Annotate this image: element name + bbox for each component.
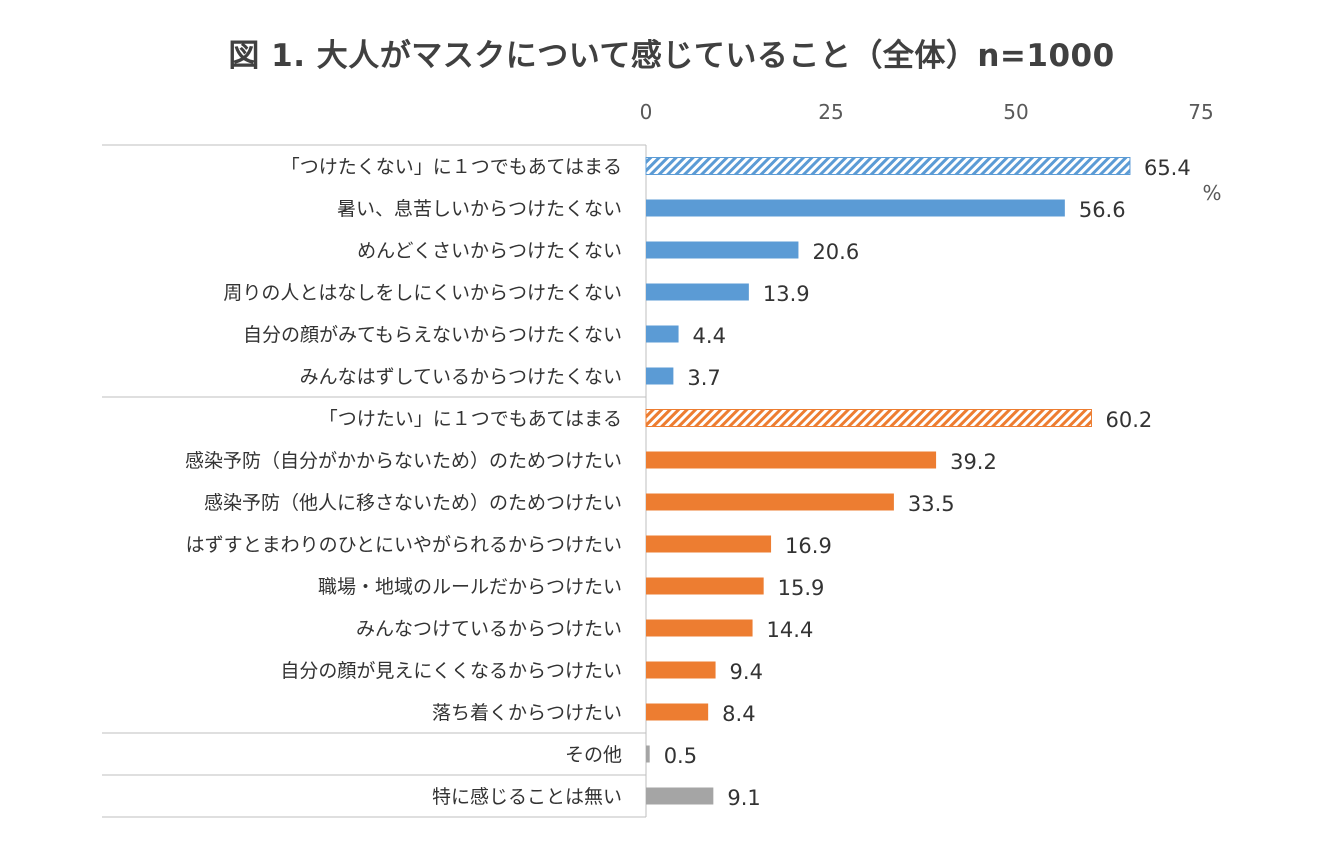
bar: [646, 493, 894, 511]
bar: [646, 787, 714, 805]
category-label: 特に感じることは無い: [432, 786, 622, 808]
data-labels: 65.4 56.6 20.613.9 4.4 3.7 60.2 39.2 33.5 16.9 15…: [664, 156, 1191, 810]
data-label: 65.4: [1144, 156, 1191, 180]
category-label: はずすとまわりのひとにいやがられるからつけたい: [186, 534, 622, 556]
data-label: 15.9: [778, 576, 825, 600]
x-tick-label: 0: [640, 100, 653, 124]
axis-layer: 0 25 50 75%: [102, 100, 1222, 818]
category-label: 職場・地域のルールだからつけたい: [318, 576, 622, 598]
category-label: みんなはずしているからつけたくない: [300, 366, 622, 388]
data-label: 39.2: [950, 450, 997, 474]
data-label: 13.9: [763, 282, 810, 306]
bar: [646, 535, 772, 553]
data-label: 9.4: [730, 660, 763, 684]
category-label: 感染予防（自分がかからないため）のためつけたい: [185, 450, 622, 472]
bars: [645, 157, 1131, 805]
category-labels: 「つけたくない」に１つでもあてはまる暑い、息苦しいからつけたくないめんどくさいか…: [185, 156, 622, 808]
data-label: 14.4: [767, 618, 814, 642]
data-label: 16.9: [785, 534, 832, 558]
x-tick-label: 75: [1188, 100, 1213, 124]
data-label: 56.6: [1079, 198, 1126, 222]
data-label: 3.7: [687, 366, 720, 390]
data-label: 60.2: [1105, 408, 1152, 432]
chart-title: 図 1. 大人がマスクについて感じていること（全体）n=1000: [228, 38, 1115, 74]
category-label: 感染予防（他人に移さないため）のためつけたい: [204, 492, 622, 514]
category-label: 暑い、息苦しいからつけたくない: [337, 198, 622, 220]
data-label: 4.4: [693, 324, 726, 348]
bar: [645, 409, 1092, 427]
data-label: 20.6: [812, 240, 859, 264]
data-label: 9.1: [727, 786, 760, 810]
bar: [646, 577, 764, 595]
category-label: 自分の顔が見えにくくなるからつけたい: [280, 660, 622, 682]
bar: [646, 451, 937, 469]
bar: [646, 703, 709, 721]
category-label: 「つけたくない」に１つでもあてはまる: [281, 156, 622, 178]
bar: [646, 367, 674, 385]
bar: [646, 325, 679, 343]
bar: [646, 199, 1065, 217]
category-label: 「つけたい」に１つでもあてはまる: [319, 408, 622, 430]
x-tick-label: 50: [1003, 100, 1028, 124]
category-label: 落ち着くからつけたい: [432, 702, 622, 724]
bar: [646, 619, 753, 637]
bar: [645, 157, 1131, 175]
data-label: 8.4: [722, 702, 755, 726]
x-tick-label: 25: [818, 100, 843, 124]
bar: [646, 241, 799, 259]
bar: [646, 283, 749, 301]
category-label: その他: [565, 744, 622, 766]
category-label: めんどくさいからつけたくない: [357, 240, 622, 262]
data-label: 0.5: [664, 744, 697, 768]
category-label: 周りの人とはなしをしにくいからつけたくない: [223, 282, 622, 304]
category-label: みんなつけているからつけたい: [356, 618, 622, 640]
unit-label: %: [1202, 181, 1221, 205]
data-label: 33.5: [908, 492, 955, 516]
bar: [646, 745, 650, 763]
bar: [646, 661, 716, 679]
category-label: 自分の顔がみてもらえないからつけたくない: [243, 324, 622, 346]
